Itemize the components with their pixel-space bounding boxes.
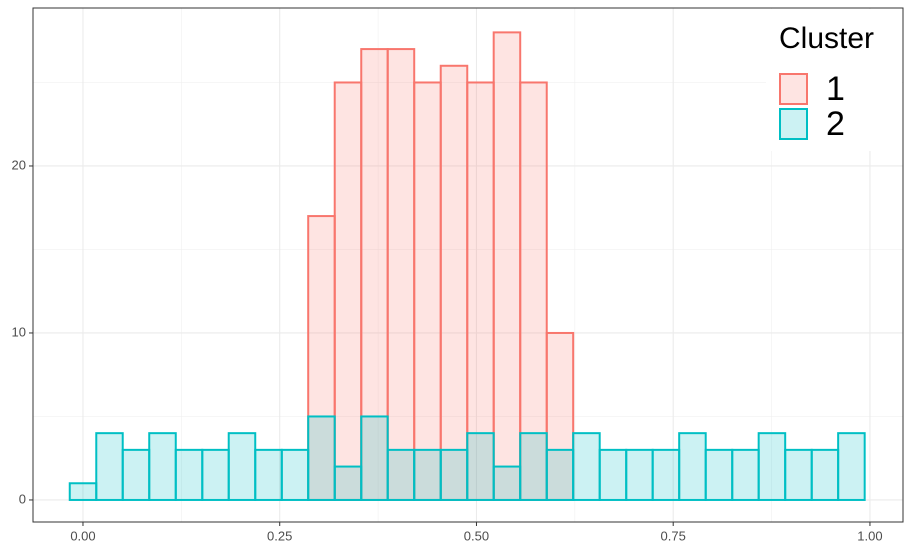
bar bbox=[492, 31, 522, 501]
bar bbox=[572, 432, 601, 501]
bar bbox=[731, 448, 760, 501]
bar bbox=[413, 81, 442, 501]
bar bbox=[386, 448, 416, 501]
legend-key bbox=[779, 108, 808, 140]
bar bbox=[545, 448, 575, 501]
bar bbox=[386, 48, 416, 501]
bar bbox=[95, 432, 124, 501]
x-tick-label: 1.00 bbox=[857, 528, 882, 543]
bar bbox=[519, 432, 548, 501]
bar bbox=[360, 48, 389, 501]
bar bbox=[598, 448, 628, 501]
bar bbox=[625, 448, 654, 501]
bar bbox=[492, 465, 522, 501]
bar bbox=[148, 432, 177, 501]
legend-label: 1 bbox=[826, 70, 845, 108]
panel-border bbox=[32, 7, 904, 523]
bar bbox=[519, 81, 548, 501]
bar bbox=[68, 482, 98, 501]
bar bbox=[704, 448, 734, 501]
bar bbox=[810, 448, 840, 501]
x-tick-label: 0.00 bbox=[70, 528, 95, 543]
y-tick-label: 20 bbox=[12, 157, 26, 172]
bar bbox=[678, 432, 707, 501]
x-tick-label: 0.50 bbox=[464, 528, 489, 543]
bar bbox=[784, 448, 813, 501]
legend-background bbox=[766, 9, 902, 151]
bar bbox=[360, 415, 389, 501]
x-tick-label: 0.25 bbox=[267, 528, 292, 543]
bar bbox=[254, 448, 283, 501]
bar bbox=[227, 432, 257, 501]
bar bbox=[545, 331, 575, 501]
bar bbox=[651, 448, 681, 501]
bar bbox=[439, 64, 469, 501]
bar bbox=[757, 432, 787, 501]
bar bbox=[307, 415, 336, 501]
bar bbox=[333, 465, 363, 501]
bar bbox=[837, 432, 866, 501]
bar bbox=[333, 81, 363, 501]
bar bbox=[439, 448, 469, 501]
bar bbox=[174, 448, 204, 501]
legend-label: 2 bbox=[826, 105, 845, 143]
bar bbox=[201, 448, 230, 501]
legend-title: Cluster bbox=[779, 22, 874, 55]
bar bbox=[413, 448, 442, 501]
bar bbox=[466, 432, 495, 501]
y-tick-label: 10 bbox=[12, 324, 26, 339]
legend-key bbox=[779, 73, 808, 105]
x-tick-label: 0.75 bbox=[661, 528, 686, 543]
bar bbox=[280, 448, 310, 501]
bar bbox=[121, 448, 151, 501]
y-tick-label: 0 bbox=[19, 491, 26, 506]
